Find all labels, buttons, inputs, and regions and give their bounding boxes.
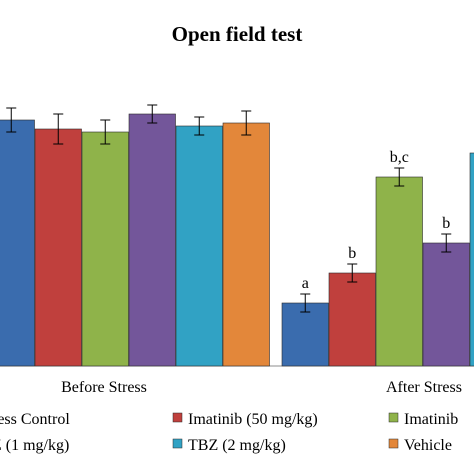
legend-item-3: Z (1 mg/kg) xyxy=(0,437,69,454)
bar-0-2 xyxy=(81,131,129,367)
data-label-1-1: b xyxy=(348,245,356,262)
legend-swatch-5 xyxy=(388,438,399,449)
error-bar-0-1 xyxy=(53,113,64,145)
error-bar-1-3 xyxy=(441,233,452,253)
legend-item-0: ress Control xyxy=(0,411,70,428)
bar-1-2 xyxy=(375,176,423,367)
legend-item-2: Imatinib xyxy=(388,411,458,428)
legend-item-5: Vehicle xyxy=(388,437,452,454)
legend-label-3: Z (1 mg/kg) xyxy=(0,437,69,454)
legend-swatch-2 xyxy=(388,412,399,423)
data-label-1-0: a xyxy=(302,275,309,292)
legend-swatch-1 xyxy=(172,412,183,423)
bar-0-0 xyxy=(0,119,35,367)
error-bar-1-2 xyxy=(394,167,405,187)
chart-title: Open field test xyxy=(172,22,303,46)
bar-1-4 xyxy=(469,152,474,367)
legend-label-0: ress Control xyxy=(0,411,70,428)
data-label-1-2: b,c xyxy=(390,149,409,166)
error-bar-0-2 xyxy=(100,119,111,145)
legend-label-1: Imatinib (50 mg/kg) xyxy=(188,411,318,428)
bar-1-1 xyxy=(328,272,376,367)
legend-label-5: Vehicle xyxy=(404,437,452,454)
category-label-1: After Stress xyxy=(386,379,462,396)
category-label-0: Before Stress xyxy=(61,379,147,396)
bar-1-3 xyxy=(422,242,470,367)
error-bar-1-0 xyxy=(300,293,311,313)
legend-label-2: Imatinib xyxy=(404,411,458,428)
error-bar-0-0 xyxy=(6,107,17,133)
category-labels: Before Stress After Stress xyxy=(61,379,462,396)
legend-item-1: Imatinib (50 mg/kg) xyxy=(172,411,318,428)
data-label-1-3: b xyxy=(442,215,450,232)
error-bar-0-3 xyxy=(147,104,158,124)
bar-0-1 xyxy=(34,128,82,367)
error-bar-0-4 xyxy=(194,116,205,136)
bar-0-3 xyxy=(128,113,176,367)
error-bar-0-5 xyxy=(241,110,252,136)
bars-group: a b b,c b xyxy=(0,104,474,367)
legend-label-4: TBZ (2 mg/kg) xyxy=(188,437,286,454)
error-bar-1-1 xyxy=(347,263,358,283)
legend: ress Control Imatinib (50 mg/kg) Imatinib Z… xyxy=(0,411,458,454)
legend-item-4: TBZ (2 mg/kg) xyxy=(172,437,286,454)
bar-0-4 xyxy=(175,125,223,367)
legend-swatch-4 xyxy=(172,438,183,449)
bar-0-5 xyxy=(222,122,270,367)
